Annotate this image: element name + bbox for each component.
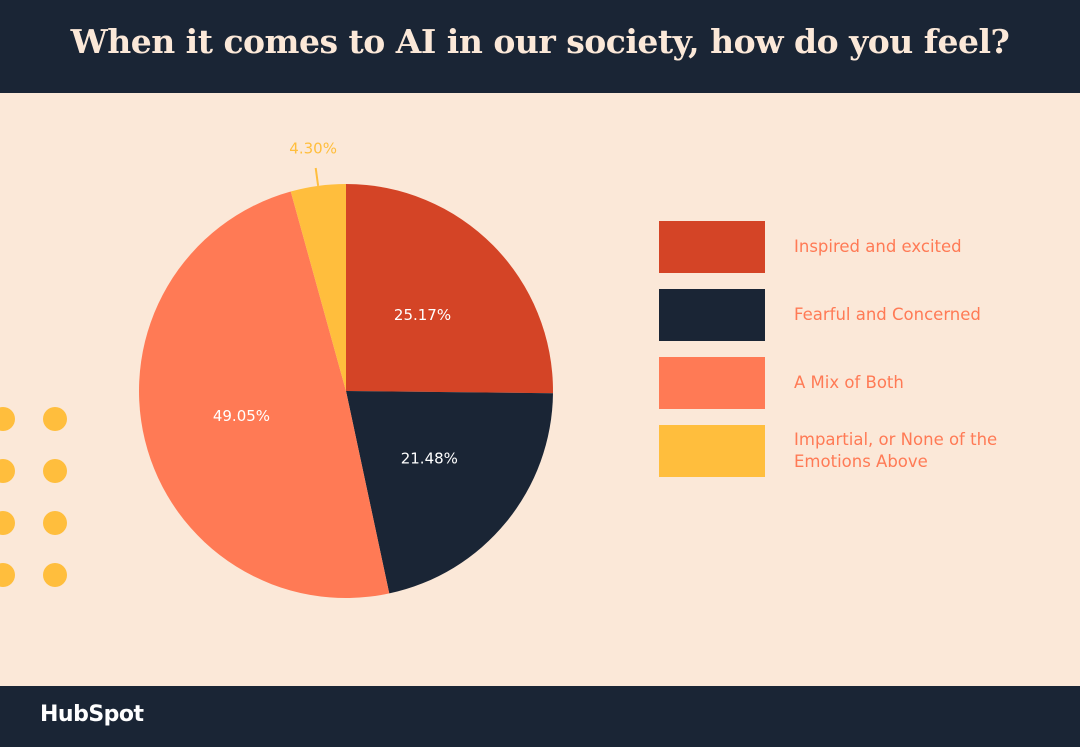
legend-label: A Mix of Both (794, 373, 904, 392)
chart-title: When it comes to AI in our society, how … (70, 22, 1010, 61)
legend-label: Inspired and excited (794, 237, 962, 256)
data-label: 25.17% (394, 306, 451, 324)
decoration (0, 407, 67, 587)
legend-swatch (659, 221, 765, 273)
brand-logo: HubSpot (40, 702, 144, 727)
data-label: 49.05% (213, 407, 270, 425)
pie-slice (138, 191, 390, 599)
legend-swatch (659, 289, 765, 341)
pie-slice (346, 184, 553, 394)
data-label: 4.30% (289, 140, 337, 158)
legend-swatch (659, 425, 765, 477)
data-label: 21.48% (401, 450, 458, 468)
footer: HubSpot (0, 686, 1080, 747)
leader-line (314, 167, 320, 187)
pie-slice (346, 391, 553, 594)
legend-swatch (659, 357, 765, 409)
legend-item: Impartial, or None of the Emotions Above (659, 425, 1039, 477)
legend-label: Fearful and Concerned (794, 305, 981, 324)
pie-slice (290, 184, 346, 391)
header: When it comes to AI in our society, how … (0, 0, 1080, 93)
legend-item: A Mix of Both (659, 357, 1039, 409)
legend-item: Fearful and Concerned (659, 289, 1039, 341)
legend-item: Inspired and excited (659, 221, 1039, 273)
legend-label: Impartial, or None of the Emotions Above (794, 430, 998, 471)
